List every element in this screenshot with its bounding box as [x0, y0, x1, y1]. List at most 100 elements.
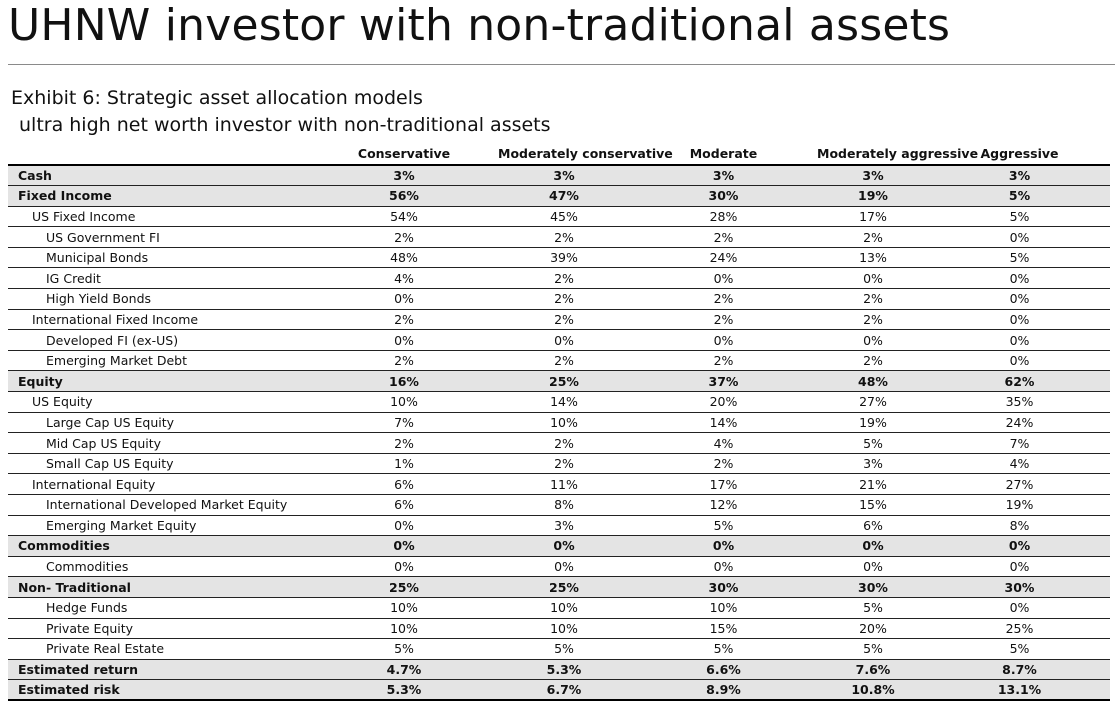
allocation-cell: 2% — [630, 226, 817, 248]
allocation-cell: 5.3% — [498, 659, 630, 681]
table-row: Estimated risk 5.3% 6.7% 8.9% 10.8% 13.1% — [8, 679, 1110, 702]
allocation-cell: 30% — [817, 576, 929, 598]
allocation-cell: 0% — [817, 535, 929, 557]
row-label: Hedge Funds — [8, 597, 310, 619]
row-label: US Equity — [8, 391, 310, 413]
allocation-cell: 28% — [630, 206, 817, 228]
table-row: International Equity 6% 11% 17% 21% 27% — [8, 473, 1110, 495]
allocation-cell: 5% — [817, 432, 929, 454]
row-label: Mid Cap US Equity — [8, 432, 310, 454]
allocation-cell: 10% — [310, 597, 498, 619]
allocation-cell: 56% — [310, 185, 498, 207]
allocation-cell: 24% — [929, 412, 1110, 434]
allocation-cell: 0% — [310, 556, 498, 578]
allocation-cell: 10% — [498, 597, 630, 619]
table-row: Municipal Bonds 48% 39% 24% 13% 5% — [8, 247, 1110, 269]
allocation-cell: 11% — [498, 473, 630, 495]
allocation-cell: 24% — [630, 247, 817, 269]
table-row: Emerging Market Debt 2% 2% 2% 2% 0% — [8, 350, 1110, 372]
allocation-cell: 5% — [817, 597, 929, 619]
allocation-cell: 19% — [817, 412, 929, 434]
allocation-cell: 39% — [498, 247, 630, 269]
allocation-cell: 15% — [630, 618, 817, 640]
allocation-cell: 0% — [929, 597, 1110, 619]
allocation-cell: 2% — [310, 226, 498, 248]
allocation-cell: 0% — [498, 329, 630, 351]
allocation-cell: 8.9% — [630, 679, 817, 702]
allocation-cell: 5% — [630, 638, 817, 660]
allocation-cell: 3% — [929, 165, 1110, 187]
allocation-cell: 2% — [630, 288, 817, 310]
allocation-cell: 6% — [310, 473, 498, 495]
allocation-cell: 6.7% — [498, 679, 630, 702]
row-label: Small Cap US Equity — [8, 453, 310, 475]
row-label: Large Cap US Equity — [8, 412, 310, 434]
table-row: US Fixed Income 54% 45% 28% 17% 5% — [8, 206, 1110, 228]
table-header-row: Conservative Moderately conservative Mod… — [8, 141, 1110, 166]
allocation-cell: 7% — [310, 412, 498, 434]
allocation-cell: 48% — [310, 247, 498, 269]
allocation-cell: 5% — [929, 185, 1110, 207]
allocation-cell: 27% — [817, 391, 929, 413]
table-row: IG Credit 4% 2% 0% 0% 0% — [8, 267, 1110, 290]
allocation-cell: 2% — [498, 226, 630, 248]
allocation-cell: 5% — [817, 638, 929, 660]
allocation-cell: 20% — [817, 618, 929, 640]
allocation-cell: 3% — [310, 165, 498, 187]
allocation-cell: 25% — [498, 370, 630, 393]
title-divider — [8, 64, 1115, 65]
table-row: Non- Traditional 25% 25% 30% 30% 30% — [8, 576, 1110, 598]
allocation-cell: 54% — [310, 206, 498, 228]
allocation-cell: 3% — [630, 165, 817, 187]
allocation-cell: 0% — [498, 535, 630, 557]
row-label: Cash — [8, 165, 310, 187]
table-row: Developed FI (ex-US) 0% 0% 0% 0% 0% — [8, 329, 1110, 351]
row-label: US Government FI — [8, 226, 310, 248]
allocation-cell: 45% — [498, 206, 630, 228]
row-label: Emerging Market Debt — [8, 350, 310, 372]
allocation-cell: 2% — [498, 432, 630, 454]
table-row: Large Cap US Equity 7% 10% 14% 19% 24% — [8, 412, 1110, 434]
allocation-cell: 2% — [630, 350, 817, 372]
table-row: Hedge Funds 10% 10% 10% 5% 0% — [8, 597, 1110, 619]
allocation-cell: 30% — [630, 576, 817, 598]
row-label: Commodities — [8, 556, 310, 578]
row-label: Municipal Bonds — [8, 247, 310, 269]
allocation-cell: 2% — [630, 309, 817, 331]
allocation-cell: 0% — [929, 535, 1110, 557]
allocation-cell: 10% — [498, 618, 630, 640]
allocation-cell: 2% — [310, 350, 498, 372]
allocation-cell: 2% — [498, 350, 630, 372]
table-row: International Developed Market Equity 6% 8… — [8, 494, 1110, 516]
allocation-cell: 13.1% — [929, 679, 1110, 702]
allocation-cell: 6.6% — [630, 659, 817, 681]
allocation-cell: 0% — [310, 288, 498, 310]
allocation-cell: 47% — [498, 185, 630, 207]
table-row: Private Real Estate 5% 5% 5% 5% 5% — [8, 638, 1110, 660]
allocation-cell: 0% — [929, 309, 1110, 331]
allocation-cell: 2% — [310, 432, 498, 454]
allocation-cell: 25% — [310, 576, 498, 598]
allocation-cell: 10% — [498, 412, 630, 434]
table-row: Emerging Market Equity 0% 3% 5% 6% 8% — [8, 515, 1110, 537]
row-label: IG Credit — [8, 267, 310, 290]
allocation-cell: 0% — [929, 329, 1110, 351]
allocation-cell: 3% — [498, 165, 630, 187]
allocation-cell: 0% — [630, 329, 817, 351]
table-row: Equity 16% 25% 37% 48% 62% — [8, 370, 1110, 393]
column-header-conservative: Conservative — [310, 141, 498, 166]
allocation-cell: 5% — [929, 638, 1110, 660]
allocation-cell: 12% — [630, 494, 817, 516]
table-row: Cash 3% 3% 3% 3% 3% — [8, 165, 1110, 187]
allocation-cell: 2% — [498, 288, 630, 310]
allocation-cell: 1% — [310, 453, 498, 475]
row-label: International Developed Market Equity — [8, 494, 310, 516]
allocation-cell: 19% — [929, 494, 1110, 516]
allocation-cell: 62% — [929, 370, 1110, 393]
allocation-cell: 5% — [310, 638, 498, 660]
allocation-cell: 8% — [929, 515, 1110, 537]
allocation-cell: 27% — [929, 473, 1110, 495]
row-label: International Equity — [8, 473, 310, 495]
allocation-cell: 2% — [817, 350, 929, 372]
allocation-cell: 4.7% — [310, 659, 498, 681]
